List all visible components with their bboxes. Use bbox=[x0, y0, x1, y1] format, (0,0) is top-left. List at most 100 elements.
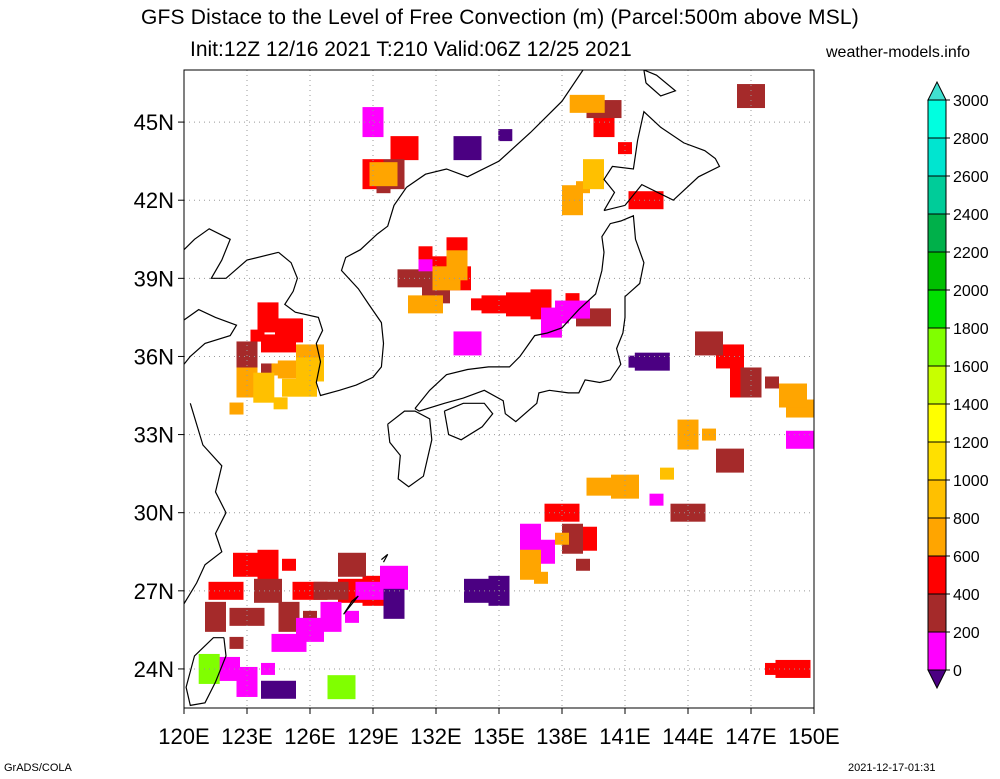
grid-layer bbox=[184, 70, 814, 708]
lat-tick-label: 24N bbox=[134, 657, 174, 682]
field-cell bbox=[380, 565, 408, 590]
field-cell bbox=[765, 376, 779, 389]
colorbar-segment bbox=[927, 517, 947, 557]
colorbar-label: 400 bbox=[953, 587, 980, 604]
colorbar-segment bbox=[927, 99, 947, 139]
colorbar-segment bbox=[927, 403, 947, 443]
field-cell bbox=[555, 300, 590, 319]
lat-tick-label: 36N bbox=[134, 344, 174, 369]
field-cell bbox=[261, 680, 296, 699]
source-label: weather-models.info bbox=[826, 44, 971, 61]
field-cell bbox=[362, 107, 384, 138]
field-cell bbox=[737, 84, 765, 109]
colorbar-label: 800 bbox=[953, 511, 980, 528]
colorbar-segment bbox=[927, 175, 947, 215]
lon-tick-label: 120E bbox=[158, 724, 209, 749]
lat-tick-label: 27N bbox=[134, 579, 174, 604]
field-cell bbox=[282, 558, 296, 571]
field-layer bbox=[198, 84, 814, 700]
colorbar-label: 200 bbox=[953, 625, 980, 642]
colorbar-segment bbox=[927, 669, 947, 690]
field-cell bbox=[569, 94, 605, 113]
field-cell bbox=[257, 302, 279, 333]
colorbar-segment bbox=[927, 251, 947, 291]
coastline bbox=[406, 70, 584, 188]
coastline bbox=[414, 214, 645, 423]
field-cell bbox=[275, 318, 303, 343]
field-cell bbox=[261, 662, 275, 675]
field-cell bbox=[338, 552, 366, 577]
colorbar-segment bbox=[927, 213, 947, 253]
field-cell bbox=[418, 246, 433, 259]
field-cell bbox=[740, 367, 762, 398]
field-cell bbox=[453, 136, 482, 161]
field-cell bbox=[236, 341, 258, 372]
field-cell bbox=[716, 448, 744, 473]
field-cell bbox=[555, 532, 569, 545]
colorbar-label: 1800 bbox=[953, 321, 989, 338]
field-cell bbox=[296, 617, 324, 642]
field-cell bbox=[273, 397, 288, 410]
colorbar-label: 2000 bbox=[953, 283, 989, 300]
lon-tick-label: 138E bbox=[536, 724, 587, 749]
coastline bbox=[443, 402, 494, 441]
lon-tick-label: 147E bbox=[725, 724, 776, 749]
footer-right-label: 2021-12-17-01:31 bbox=[848, 762, 936, 774]
field-cell bbox=[611, 474, 639, 499]
colorbar-segment bbox=[927, 593, 947, 633]
field-cell bbox=[383, 588, 405, 619]
field-cell bbox=[345, 610, 359, 623]
field-cell bbox=[779, 383, 807, 408]
field-cell bbox=[498, 129, 513, 142]
lat-tick-label: 39N bbox=[134, 266, 174, 291]
field-cell bbox=[390, 136, 419, 161]
field-cell bbox=[634, 352, 670, 371]
field-cell bbox=[562, 523, 583, 554]
colorbar-segment bbox=[927, 365, 947, 405]
colorbar-segment bbox=[927, 441, 947, 481]
field-cell bbox=[369, 162, 398, 187]
field-cell bbox=[320, 601, 342, 632]
field-cell bbox=[229, 636, 244, 649]
lon-tick-label: 144E bbox=[662, 724, 713, 749]
field-cell bbox=[670, 503, 706, 522]
colorbar-label: 600 bbox=[953, 549, 980, 566]
field-cell bbox=[520, 523, 541, 554]
colorbar-label: 2200 bbox=[953, 245, 989, 262]
field-cell bbox=[408, 295, 443, 314]
lon-tick-label: 141E bbox=[599, 724, 650, 749]
lat-tick-label: 42N bbox=[134, 188, 174, 213]
coastline bbox=[387, 410, 433, 488]
field-cell bbox=[257, 549, 279, 580]
colorbar-label: 1400 bbox=[953, 397, 989, 414]
field-cell bbox=[453, 331, 482, 356]
field-cell bbox=[233, 552, 261, 577]
lon-tick-label: 126E bbox=[284, 724, 335, 749]
field-cell bbox=[695, 331, 723, 356]
field-cell bbox=[229, 402, 244, 415]
colorbar-segment bbox=[927, 137, 947, 177]
lat-tick-label: 45N bbox=[134, 110, 174, 135]
field-cell bbox=[253, 372, 275, 403]
coastline bbox=[343, 595, 359, 615]
footer-left-label: GrADS/COLA bbox=[4, 762, 72, 774]
field-cell bbox=[786, 430, 814, 449]
colorbar-label: 2600 bbox=[953, 169, 989, 186]
field-cell bbox=[278, 601, 300, 632]
field-cell bbox=[205, 601, 226, 632]
coastline bbox=[643, 70, 677, 97]
field-cell bbox=[628, 191, 664, 210]
lon-tick-label: 150E bbox=[788, 724, 839, 749]
field-cell bbox=[618, 142, 632, 155]
field-cell bbox=[583, 159, 604, 190]
field-cell bbox=[506, 292, 534, 317]
field-cell bbox=[418, 259, 433, 272]
field-cell bbox=[677, 419, 699, 450]
coastline-layer bbox=[184, 70, 721, 707]
field-cell bbox=[649, 493, 664, 506]
colorbar-segment bbox=[927, 80, 947, 101]
field-cell bbox=[660, 467, 674, 480]
lon-tick-label: 129E bbox=[347, 724, 398, 749]
colorbar-label: 3000 bbox=[953, 93, 989, 110]
lon-tick-label: 135E bbox=[473, 724, 524, 749]
